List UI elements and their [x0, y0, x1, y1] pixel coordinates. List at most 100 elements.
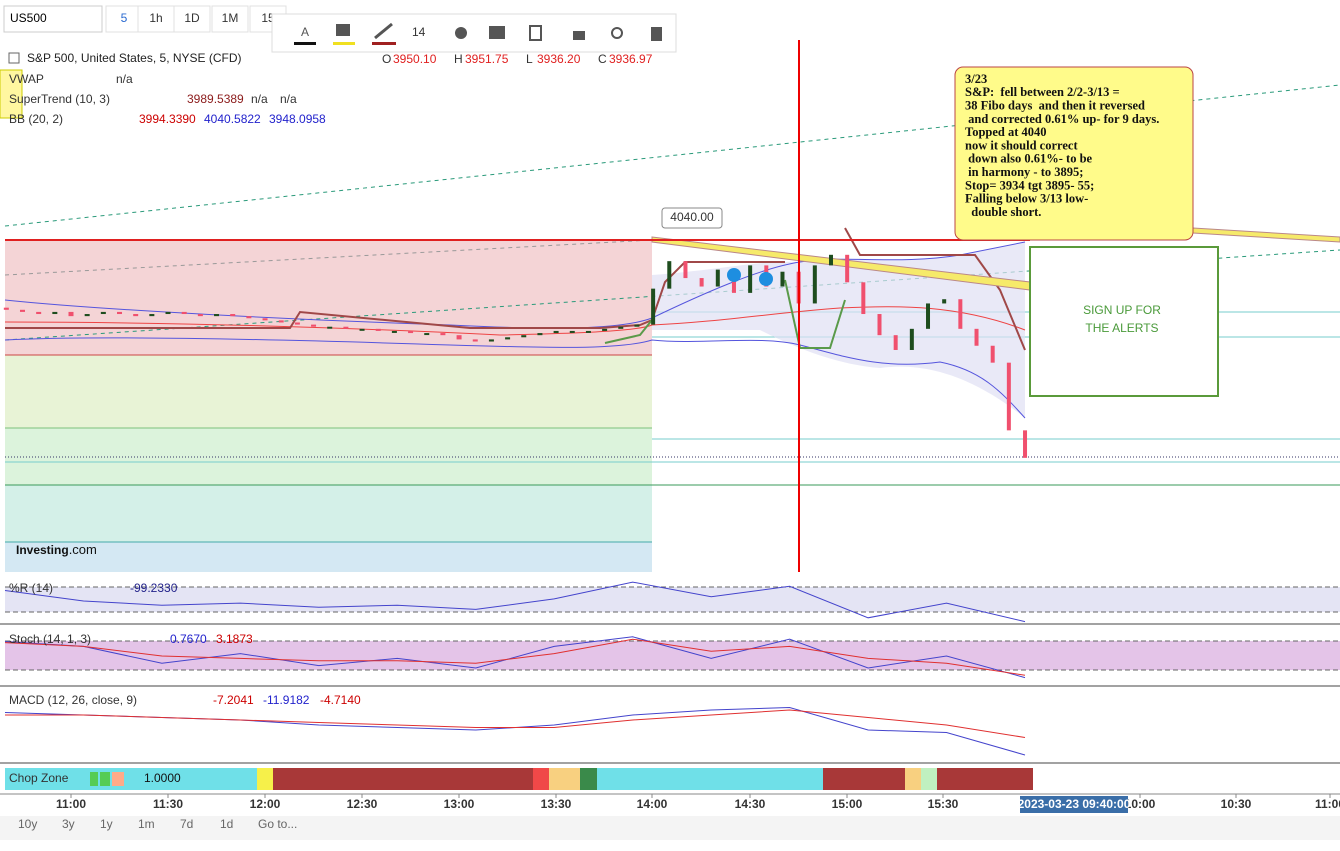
interval-button[interactable] — [211, 5, 249, 33]
indicator-value: 4040.5822 — [204, 112, 261, 126]
candle — [294, 322, 300, 325]
range-button[interactable]: 10y — [18, 817, 37, 831]
candle — [812, 265, 817, 304]
panel-value: -4.7140 — [320, 693, 361, 707]
chart-title: S&P 500, United States, 5, NYSE (CFD) — [27, 51, 242, 65]
candle — [84, 314, 90, 317]
interval[interactable]: 5 — [121, 11, 128, 25]
signup-line[interactable]: SIGN UP FOR THE ALERTS — [1083, 303, 1161, 335]
panel-value: -11.9182 — [263, 693, 310, 707]
time-label: 13:00 — [444, 797, 475, 811]
note-line: 3/23 — [965, 72, 987, 86]
interval[interactable]: 1h — [149, 11, 162, 25]
candle — [618, 326, 624, 329]
time-label: 15:30 — [928, 797, 959, 811]
interval-button[interactable] — [137, 5, 175, 33]
price-label-box — [661, 207, 723, 229]
ohlc-key: C — [598, 52, 607, 66]
candle — [537, 333, 543, 336]
range-button[interactable]: Go to... — [258, 817, 297, 831]
signup-text[interactable]: SIGN UP FOR — [1083, 303, 1161, 317]
candle — [3, 307, 9, 310]
panel-value: -99.2330 — [130, 581, 178, 595]
candle — [133, 314, 139, 317]
indicator-line — [4, 638, 1026, 676]
chop-zone — [5, 768, 1033, 790]
candle — [391, 330, 397, 333]
indicator-value: 3994.3390 — [139, 112, 196, 126]
candle — [327, 326, 333, 329]
candle — [893, 335, 898, 350]
candle — [181, 311, 187, 315]
indicator-value: 3948.0958 — [269, 112, 326, 126]
tool-fill[interactable] — [336, 24, 350, 36]
cursor-time: 2023-03-23 09:40:00 — [1018, 797, 1131, 811]
note-line: Falling below 3/13 low- — [965, 192, 1088, 206]
zone — [5, 485, 652, 542]
tool-settings[interactable] — [455, 27, 467, 39]
indicator-value: n/a — [280, 92, 297, 106]
indicator-name: SuperTrend (10, 3) — [9, 92, 110, 106]
candle — [472, 339, 478, 342]
tool-template[interactable] — [489, 26, 505, 39]
candle — [990, 345, 995, 363]
candle — [505, 337, 511, 340]
candle — [861, 282, 866, 315]
note-line: 38 Fibo days and then it reversed — [965, 98, 1145, 112]
candle — [667, 261, 672, 289]
time-label: 10:30 — [1221, 797, 1252, 811]
signup-text[interactable]: THE ALERTS — [1085, 321, 1158, 335]
icon — [759, 272, 773, 286]
candle — [343, 326, 349, 329]
ohlc-value: 3936.20 — [537, 52, 581, 66]
candle — [375, 328, 381, 331]
time-label: 15:00 — [832, 797, 863, 811]
marker — [0, 69, 23, 119]
interval-button[interactable] — [105, 5, 143, 33]
icon — [727, 268, 741, 282]
indicator-line — [4, 706, 1026, 756]
candle — [19, 309, 25, 312]
candle — [440, 333, 446, 336]
note-line: Topped at 4040 — [965, 125, 1047, 139]
indicator-value: n/a — [116, 72, 133, 86]
signup-box[interactable] — [1029, 246, 1219, 397]
candle — [780, 271, 785, 287]
symbol-box[interactable] — [3, 5, 103, 33]
note-line: down also 0.61%- to be — [965, 152, 1093, 166]
time-label: 12:00 — [250, 797, 281, 811]
tools: A — [294, 22, 662, 45]
panel-value: 0.7670 — [170, 632, 207, 646]
time-label: 11:00 — [1315, 797, 1340, 811]
range-button[interactable]: 1m — [138, 817, 155, 831]
interval[interactable]: 1M — [222, 11, 239, 25]
symbol[interactable]: US500 — [10, 11, 47, 25]
candle — [926, 303, 931, 329]
range-button[interactable]: 7d — [180, 817, 193, 831]
candle — [246, 316, 252, 319]
candle — [456, 335, 462, 340]
interval[interactable]: 1D — [184, 11, 200, 25]
indicator-line — [4, 581, 1026, 623]
candle — [553, 330, 559, 334]
candle — [845, 254, 850, 283]
candle — [214, 314, 220, 317]
range-button[interactable]: 1y — [100, 817, 113, 831]
candle — [117, 311, 123, 315]
ohlc-value: 3936.97 — [609, 52, 653, 66]
collapse[interactable] — [8, 52, 20, 64]
font-size[interactable]: 14 — [412, 25, 426, 39]
candle — [683, 261, 688, 279]
range-button[interactable]: 3y — [62, 817, 75, 831]
note-line: double short. — [965, 205, 1041, 219]
candle — [100, 311, 106, 315]
tool-text[interactable]: A — [301, 25, 309, 39]
time-label: 14:30 — [735, 797, 766, 811]
range-bar — [0, 816, 1340, 840]
range-button[interactable]: 1d — [220, 817, 233, 831]
note-line: Stop= 3934 tgt 3895- 55; — [965, 178, 1094, 192]
time-label: 11:00 — [56, 797, 86, 811]
interval-button[interactable] — [173, 5, 211, 33]
panel-name: Stoch (14, 1, 3) — [9, 632, 91, 646]
